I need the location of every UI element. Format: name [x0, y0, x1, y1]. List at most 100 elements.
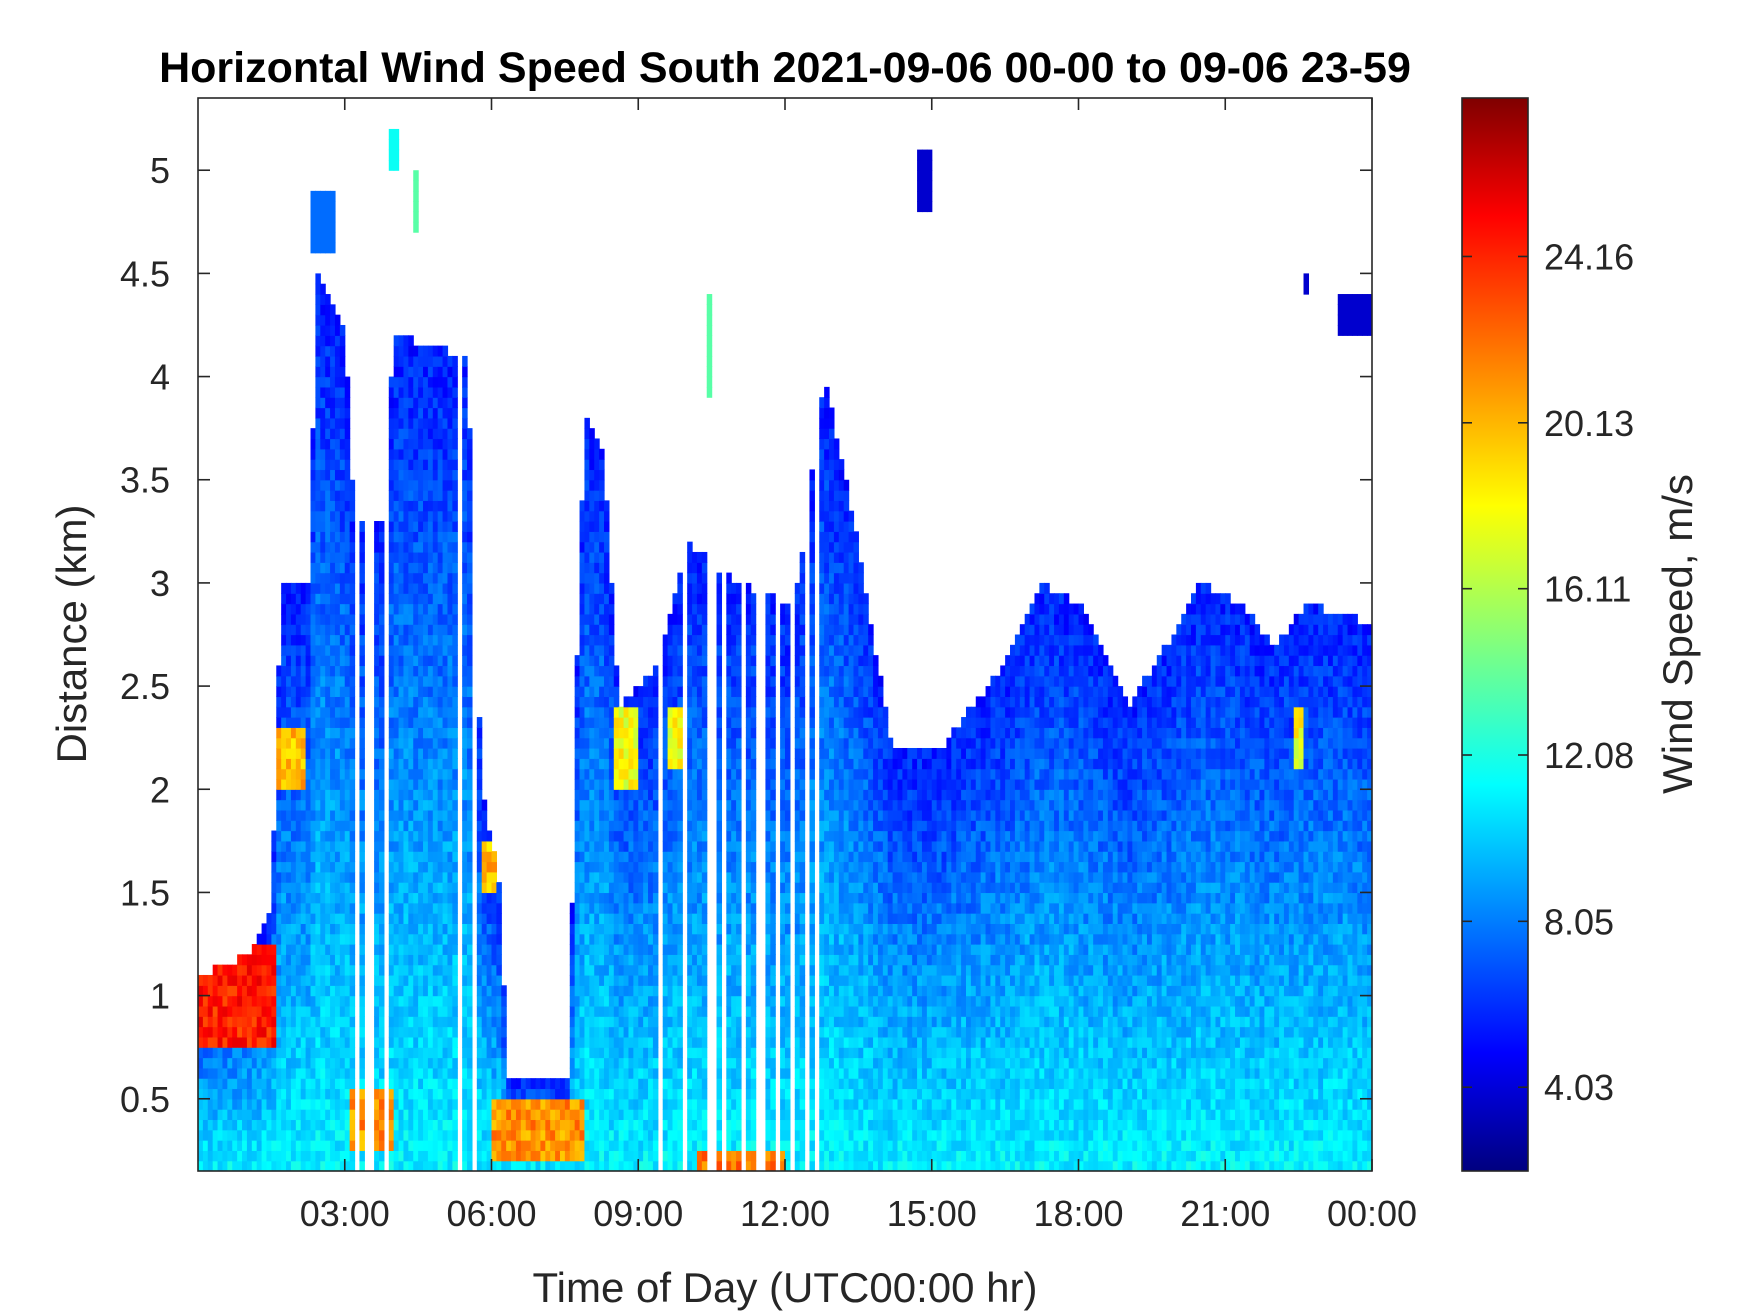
heatmap-cell — [393, 717, 400, 728]
heatmap-cell — [608, 634, 615, 646]
heatmap-cell — [687, 727, 693, 739]
heatmap-cell — [403, 675, 409, 687]
heatmap-cell — [452, 933, 458, 945]
heatmap-cell — [726, 861, 732, 873]
heatmap-cell — [677, 747, 683, 759]
heatmap-cell — [266, 1129, 272, 1141]
heatmap-cell — [398, 1119, 405, 1131]
heatmap-cell — [427, 851, 434, 863]
heatmap-cell — [290, 1047, 297, 1059]
heatmap-cell — [462, 768, 468, 780]
heatmap-cell — [731, 1026, 737, 1038]
heatmap-cell — [706, 376, 713, 388]
heatmap-cell — [599, 964, 605, 976]
heatmap-cell — [496, 995, 502, 1007]
heatmap-cell — [281, 717, 287, 728]
heatmap-cell — [251, 1088, 258, 1100]
heatmap-cell — [550, 1109, 556, 1121]
heatmap-cell — [731, 995, 737, 1007]
heatmap-cell — [315, 1057, 321, 1069]
heatmap-cell — [408, 665, 414, 677]
heatmap-cell — [310, 830, 316, 842]
heatmap-cell — [467, 1140, 473, 1151]
heatmap-cell — [701, 655, 708, 667]
heatmap-cell — [662, 747, 669, 759]
heatmap-cell — [662, 913, 669, 924]
heatmap-cell — [692, 603, 698, 615]
heatmap-cell — [574, 1016, 581, 1028]
heatmap-cell — [413, 541, 419, 553]
heatmap-cell — [325, 675, 331, 687]
heatmap-cell — [618, 747, 625, 759]
heatmap-cell — [589, 479, 595, 491]
heatmap-cell — [418, 448, 424, 460]
heatmap-cell — [339, 1026, 346, 1038]
heatmap-cell — [667, 913, 674, 924]
heatmap-cell — [315, 541, 321, 553]
heatmap-cell — [398, 510, 405, 522]
heatmap-cell — [569, 1067, 576, 1079]
heatmap-cell — [398, 902, 405, 914]
heatmap-cell — [467, 954, 473, 966]
heatmap-cell — [662, 882, 669, 894]
heatmap-cell — [403, 809, 409, 821]
heatmap-cell — [388, 913, 395, 924]
heatmap-cell — [408, 459, 414, 471]
heatmap-cell — [467, 871, 473, 883]
heatmap-cell — [716, 995, 723, 1007]
heatmap-cell — [442, 593, 449, 605]
heatmap-cell — [662, 727, 669, 739]
heatmap-cell — [339, 438, 346, 450]
heatmap-cell — [378, 582, 385, 594]
heatmap-cell — [423, 985, 429, 997]
heatmap-cell — [633, 954, 639, 966]
heatmap-cell — [432, 603, 439, 615]
heatmap-cell — [310, 727, 316, 739]
heatmap-cell — [643, 717, 649, 728]
heatmap-cell — [696, 686, 703, 698]
heatmap-cell — [628, 851, 634, 863]
heatmap-cell — [628, 830, 634, 842]
heatmap-cell — [716, 1129, 723, 1141]
heatmap-cell — [462, 778, 468, 790]
heatmap-cell — [276, 717, 282, 728]
heatmap-cell — [325, 232, 331, 244]
heatmap-cell — [667, 1067, 674, 1079]
heatmap-cell — [290, 665, 297, 677]
heatmap-cell — [310, 603, 316, 615]
heatmap-cell — [403, 386, 409, 398]
heatmap-cell — [662, 933, 669, 945]
heatmap-cell — [520, 1109, 527, 1121]
heatmap-cell — [359, 974, 365, 986]
heatmap-cell — [745, 820, 752, 832]
heatmap-cell — [310, 232, 316, 244]
heatmap-cell — [339, 871, 346, 883]
heatmap-cell — [452, 882, 458, 894]
heatmap-cell — [398, 1016, 405, 1028]
heatmap-cell — [330, 644, 336, 656]
heatmap-cell — [413, 355, 419, 367]
heatmap-cell — [515, 1150, 522, 1162]
heatmap-cell — [716, 840, 723, 852]
heatmap-cell — [662, 706, 669, 718]
heatmap-cell — [423, 747, 429, 759]
heatmap-cell — [745, 892, 752, 904]
heatmap-cell — [628, 1129, 634, 1141]
heatmap-cell — [604, 551, 610, 563]
heatmap-cell — [286, 882, 292, 894]
heatmap-cell — [393, 902, 400, 914]
heatmap-cell — [648, 737, 654, 749]
heatmap-cell — [745, 789, 752, 801]
heatmap-cell — [692, 593, 698, 605]
heatmap-cell — [648, 747, 654, 759]
heatmap-cell — [330, 995, 336, 1007]
heatmap-cell — [300, 902, 307, 914]
heatmap-cell — [423, 541, 429, 553]
heatmap-cell — [320, 521, 326, 532]
heatmap-cell — [604, 861, 610, 873]
heatmap-cell — [315, 1088, 321, 1100]
heatmap-cell — [584, 851, 590, 863]
heatmap-cell — [413, 510, 419, 522]
heatmap-cell — [408, 851, 414, 863]
heatmap-cell — [638, 923, 644, 935]
